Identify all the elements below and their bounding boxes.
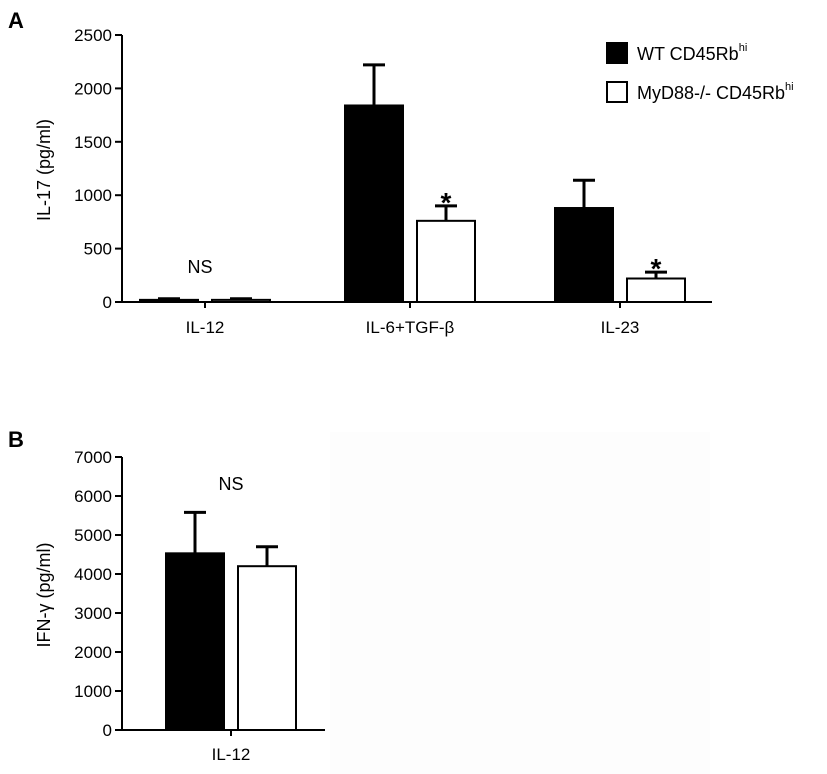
bar <box>416 219 476 303</box>
y-tick-label: 3000 <box>74 604 112 623</box>
x-tick-label: IL-12 <box>212 745 251 764</box>
bar <box>165 552 225 732</box>
panel-letter: B <box>8 427 24 452</box>
panel-a-chart: A 0 500 1000 1500 2000 2500 IL-17 (pg/ml) IL-12 I… <box>8 8 794 337</box>
y-tick-label: 0 <box>103 293 112 312</box>
legend-label-superscript: hi <box>785 81 794 93</box>
bar <box>139 298 199 304</box>
y-tick-label: 2000 <box>74 79 112 98</box>
y-tick-label: 2000 <box>74 643 112 662</box>
legend-label: MyD88-/- CD45Rbhi <box>637 81 794 103</box>
bar <box>554 207 614 304</box>
y-tick-label: 1500 <box>74 133 112 152</box>
y-tick-label: 1000 <box>74 186 112 205</box>
y-tick-label: 1000 <box>74 682 112 701</box>
annotation-significance: * <box>441 187 452 218</box>
y-axis-title: IL-17 (pg/ml) <box>34 119 54 221</box>
bar <box>344 104 404 303</box>
legend: WT CD45Rbhi MyD88-/- CD45Rbhi <box>606 42 794 103</box>
x-tick-label: IL-6+TGF-β <box>366 318 455 337</box>
legend-swatch <box>606 42 628 64</box>
bar <box>237 565 297 732</box>
legend-swatch <box>606 81 628 103</box>
bar <box>626 277 686 303</box>
y-tick-label: 500 <box>84 240 112 259</box>
legend-label-superscript: hi <box>739 42 748 54</box>
y-axis-title: IFN-γ (pg/ml) <box>34 543 54 648</box>
x-tick-label: IL-23 <box>601 318 640 337</box>
panel-b-chart: B 0 1000 2000 3000 4000 5000 6000 7000 IFN-γ (pg/… <box>8 427 325 764</box>
annotation-ns: NS <box>187 257 212 277</box>
x-tick-label: IL-12 <box>186 318 225 337</box>
bar <box>211 298 271 304</box>
y-tick-label: 4000 <box>74 565 112 584</box>
y-tick-label: 0 <box>103 721 112 740</box>
annotation-significance: * <box>651 253 662 284</box>
y-tick-label: 2500 <box>74 26 112 45</box>
annotation-ns: NS <box>218 474 243 494</box>
panel-letter: A <box>8 8 24 33</box>
y-tick-label: 7000 <box>74 448 112 467</box>
y-tick-label: 5000 <box>74 526 112 545</box>
legend-label: WT CD45Rbhi <box>637 42 747 64</box>
y-tick-label: 6000 <box>74 487 112 506</box>
